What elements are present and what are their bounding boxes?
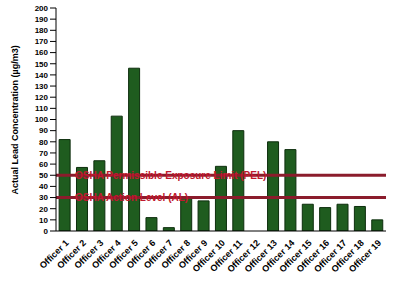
svg-text:Officer 19: Officer 19 [347, 238, 383, 274]
svg-text:Officer 4: Officer 4 [89, 237, 123, 271]
svg-text:Officer 13: Officer 13 [242, 237, 279, 275]
svg-text:Officer 6: Officer 6 [124, 237, 158, 271]
svg-text:OSHA Permissible Exposure Limi: OSHA Permissible Exposure Limit (PEL) [75, 170, 266, 181]
svg-text:Officer 17: Officer 17 [312, 237, 349, 275]
svg-text:140: 140 [35, 71, 49, 80]
svg-text:90: 90 [39, 126, 48, 135]
svg-text:Officer 2: Officer 2 [55, 237, 88, 271]
svg-text:110: 110 [35, 104, 48, 113]
svg-text:40: 40 [39, 182, 48, 191]
svg-text:Officer 18: Officer 18 [329, 237, 366, 275]
svg-text:Officer 16: Officer 16 [294, 237, 332, 275]
svg-text:120: 120 [35, 93, 49, 102]
svg-text:180: 180 [35, 26, 49, 35]
svg-text:Officer 5: Officer 5 [107, 237, 141, 271]
svg-text:190: 190 [35, 15, 49, 24]
svg-text:70: 70 [39, 149, 48, 158]
svg-text:Officer 15: Officer 15 [277, 237, 314, 275]
svg-text:50: 50 [39, 171, 48, 180]
svg-text:Officer 1: Officer 1 [37, 237, 71, 271]
svg-text:Officer 9: Officer 9 [176, 237, 210, 271]
svg-text:80: 80 [39, 138, 48, 147]
svg-text:Officer 3: Officer 3 [72, 237, 106, 271]
svg-text:60: 60 [39, 160, 48, 169]
svg-text:Officer 11: Officer 11 [208, 237, 245, 274]
svg-text:130: 130 [35, 82, 49, 91]
svg-text:200: 200 [35, 4, 49, 13]
svg-text:Officer 8: Officer 8 [159, 237, 193, 271]
svg-text:Officer 7: Officer 7 [141, 237, 175, 271]
svg-text:Officer 10: Officer 10 [190, 237, 227, 275]
svg-text:0: 0 [44, 227, 49, 236]
svg-text:20: 20 [39, 205, 48, 214]
svg-text:100: 100 [35, 115, 49, 124]
svg-text:160: 160 [35, 48, 49, 57]
svg-text:150: 150 [35, 60, 49, 69]
svg-text:OSHA Action Level (AL): OSHA Action Level (AL) [75, 192, 188, 203]
svg-text:Actual Lead Concentration (µg/: Actual Lead Concentration (µg/m3) [10, 45, 20, 194]
svg-text:Officer 12: Officer 12 [225, 237, 262, 275]
svg-text:30: 30 [39, 193, 48, 202]
svg-text:Officer 14: Officer 14 [260, 237, 297, 275]
svg-text:10: 10 [39, 216, 48, 225]
svg-text:170: 170 [35, 37, 49, 46]
